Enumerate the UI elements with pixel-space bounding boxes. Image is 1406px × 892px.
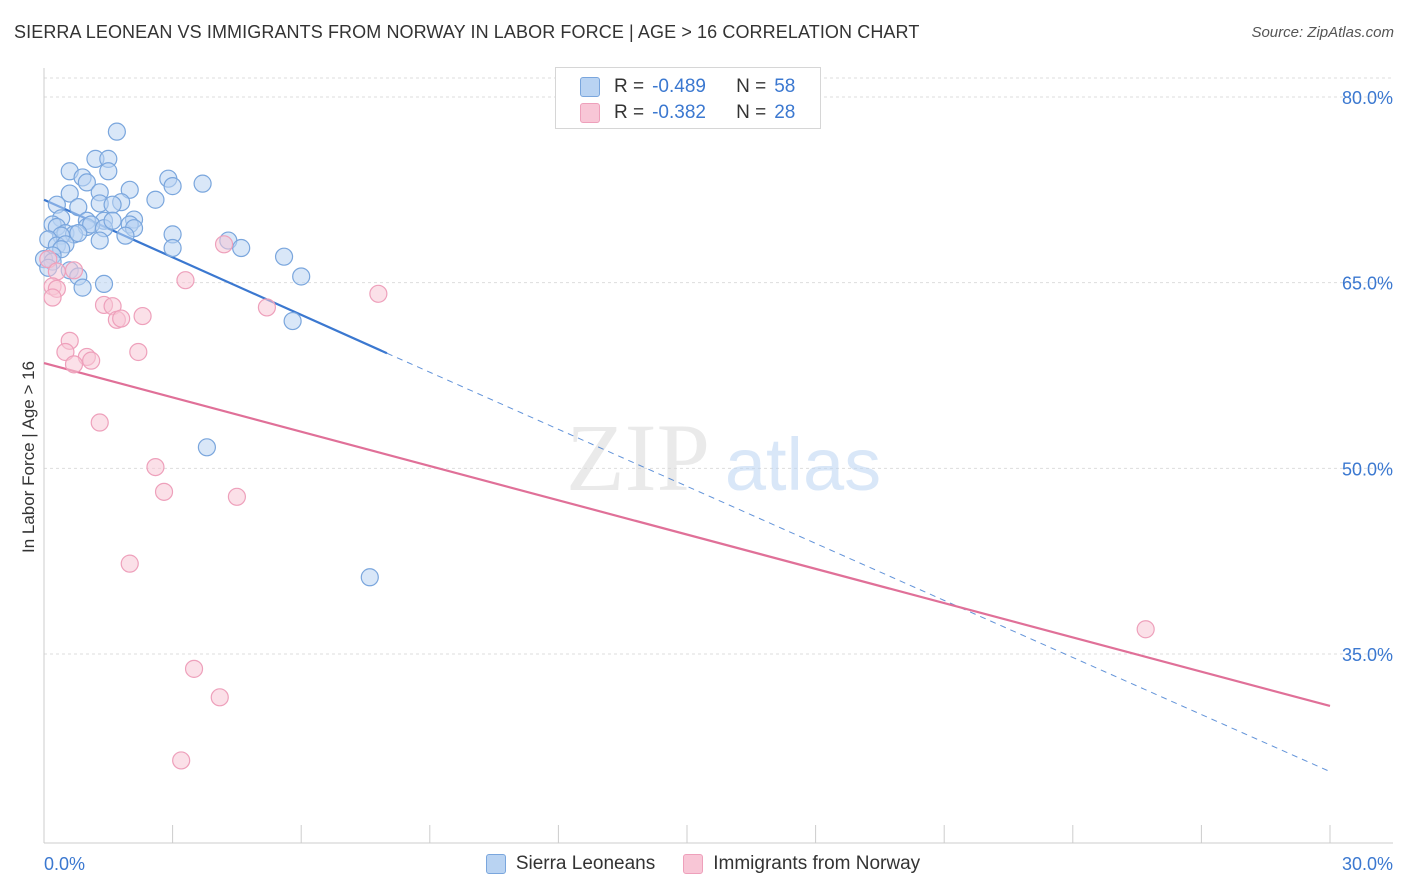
y-axis-label: In Labor Force | Age > 16 (19, 361, 38, 553)
chart-source: Source: ZipAtlas.com (1251, 24, 1394, 41)
immigrants-norway-point (90, 413, 109, 432)
sierra-leoneans-point (146, 190, 165, 209)
sierra-leoneans-point (120, 180, 139, 199)
legend-label: Sierra Leoneans (515, 853, 656, 874)
x-tick-label: 0.0% (44, 854, 85, 874)
sierra-leoneans-point (60, 184, 79, 203)
sierra-leoneans-point (77, 173, 96, 192)
r-label: R = (614, 102, 645, 123)
watermark-atlas: atlas (725, 423, 881, 506)
sierra-leoneans-point (360, 568, 379, 587)
immigrants-norway-point (43, 288, 62, 307)
sierra-leoneans-legend-swatch (485, 854, 506, 874)
immigrants-norway-point (133, 306, 152, 326)
data-points (34, 122, 1155, 770)
sierra-leoneans-point (232, 238, 251, 258)
sierra-leoneans-point (103, 211, 122, 230)
sierra-leoneans-point (292, 267, 311, 286)
immigrants-norway-point (1136, 620, 1155, 639)
y-tick-label: 50.0% (1342, 459, 1393, 479)
watermark: ZIP atlas (566, 404, 881, 511)
immigrants-norway-trend-line (43, 362, 1331, 708)
sierra-leoneans-point (73, 278, 92, 297)
r-label: R = (614, 76, 645, 97)
sierra-leoneans-point (90, 231, 109, 250)
immigrants-norway-point (82, 351, 101, 370)
immigrants-norway-point (369, 284, 388, 303)
immigrants-norway-point (227, 487, 246, 506)
sierra-leoneans-point (193, 174, 212, 193)
sierra-leoneans-point (103, 195, 122, 214)
grid-lines (44, 77, 1393, 655)
sierra-leoneans-swatch (580, 77, 600, 97)
chart-title: SIERRA LEONEAN VS IMMIGRANTS FROM NORWAY… (14, 22, 920, 42)
immigrants-norway-point (176, 271, 195, 290)
r-value: -0.382 (652, 102, 706, 123)
immigrants-norway-point (129, 342, 148, 362)
sierra-leoneans-point (163, 238, 182, 258)
immigrants-norway-point (154, 482, 174, 501)
y-tick-label: 35.0% (1342, 645, 1393, 665)
tick-labels: 80.0% 65.0% 50.0% 35.0% 0.0% 30.0% (44, 88, 1393, 874)
stats-legend-row-sierra-leoneans: R = -0.489 N = 58 (580, 75, 795, 99)
stats-legend: R = -0.489 N = 58 R = -0.382 N = 28 (555, 67, 821, 129)
immigrants-norway-point (56, 342, 75, 362)
sierra-leoneans-point (94, 274, 114, 294)
sierra-leoneans-point (274, 247, 294, 266)
watermark-zip: ZIP (566, 404, 710, 511)
x-tick-label: 30.0% (1342, 854, 1393, 874)
immigrants-norway-legend-swatch (683, 854, 704, 874)
sierra-leoneans-point (99, 162, 118, 181)
sierra-leoneans-point (69, 198, 88, 217)
sierra-leoneans-point (163, 177, 182, 196)
legend-item-sierra-leoneans[interactable]: Sierra Leoneans (485, 853, 656, 875)
series-legend: Sierra Leoneans Immigrants from Norway (0, 850, 1406, 878)
immigrants-norway-point (120, 554, 139, 573)
sierra-leoneans-point (197, 438, 216, 457)
sierra-leoneans-trend-line-extension (386, 352, 1331, 773)
r-value: -0.489 (652, 76, 706, 97)
axes (43, 68, 1393, 844)
sierra-leoneans-point (283, 311, 302, 331)
sierra-leoneans-point (107, 122, 126, 141)
immigrants-norway-point (64, 261, 84, 280)
immigrants-norway-swatch (580, 103, 600, 123)
n-value: 28 (774, 102, 796, 123)
legend-label: Immigrants from Norway (713, 853, 921, 874)
sierra-leoneans-point (116, 226, 135, 245)
y-tick-label: 65.0% (1342, 274, 1393, 294)
n-value: 58 (774, 76, 796, 97)
immigrants-norway-point (64, 355, 84, 374)
immigrants-norway-point (172, 751, 191, 770)
immigrants-norway-point (39, 250, 58, 269)
n-label: N = (736, 102, 767, 123)
n-label: N = (736, 76, 767, 97)
immigrants-norway-point (210, 688, 229, 707)
immigrants-norway-point (214, 235, 234, 254)
immigrants-norway-point (146, 457, 165, 477)
legend-item-immigrants-norway[interactable]: Immigrants from Norway (683, 853, 920, 875)
immigrants-norway-point (184, 659, 204, 678)
immigrants-norway-point (112, 309, 131, 328)
immigrants-norway-point (257, 298, 277, 317)
y-tick-label: 80.0% (1342, 88, 1393, 108)
stats-legend-row-immigrants-norway: R = -0.382 N = 28 (580, 101, 795, 125)
